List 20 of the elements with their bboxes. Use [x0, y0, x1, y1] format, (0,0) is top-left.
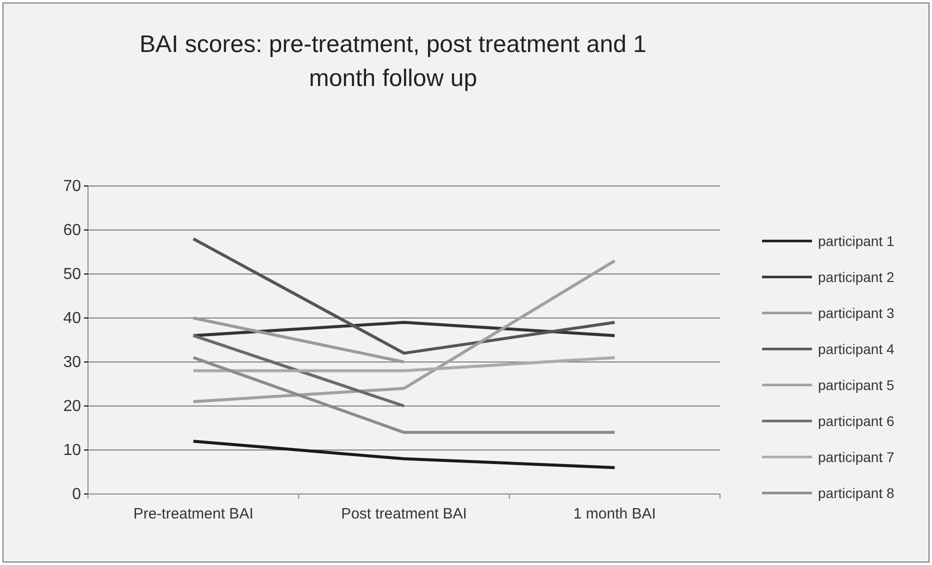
legend-label: participant 3	[818, 305, 894, 321]
legend-label: participant 2	[818, 269, 894, 285]
y-tick-label: 50	[63, 266, 82, 284]
x-tick-label: Post treatment BAI	[341, 506, 467, 523]
legend-label: participant 8	[818, 485, 894, 501]
y-tick-label: 0	[72, 486, 82, 504]
y-tick-label: 30	[63, 354, 82, 372]
y-tick-label: 60	[63, 222, 82, 240]
y-tick-label: 20	[63, 398, 82, 416]
legend-label: participant 4	[818, 341, 894, 357]
legend-label: participant 1	[818, 233, 894, 249]
legend-label: participant 6	[818, 413, 894, 429]
legend-label: participant 7	[818, 449, 894, 465]
x-tick-label: 1 month BAI	[573, 506, 656, 523]
chart-title: BAI scores: pre-treatment, post treatment and 1 month follow up	[140, 31, 646, 92]
y-tick-label: 40	[63, 310, 82, 328]
y-tick-label: 70	[63, 178, 82, 196]
legend-label: participant 5	[818, 377, 894, 393]
y-tick-label: 10	[63, 442, 82, 460]
x-tick-label: Pre-treatment BAI	[133, 506, 254, 523]
